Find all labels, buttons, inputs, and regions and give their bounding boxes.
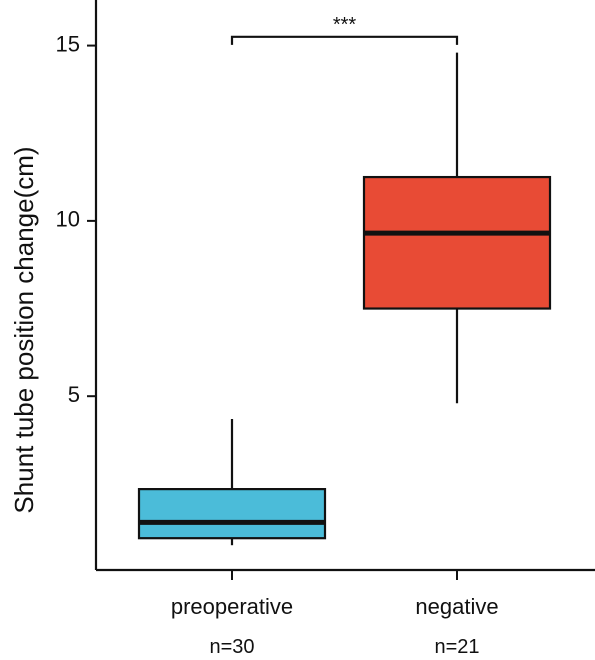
box-group — [137, 418, 327, 546]
y-tick-label: 10 — [56, 207, 80, 232]
axes: 5 10 15 preoperative n=30 negative n=21 — [56, 0, 595, 658]
chart-marks: *** — [137, 14, 552, 546]
significance-label: *** — [333, 14, 357, 36]
box-group — [362, 52, 552, 404]
sample-size-label: n=21 — [434, 636, 479, 658]
sample-size-label: n=30 — [209, 636, 254, 658]
significance-bracket — [230, 35, 459, 45]
box — [137, 488, 327, 540]
x-category-label: negative — [415, 594, 498, 619]
y-axis-label: Shunt tube position change(cm) — [9, 146, 39, 513]
y-tick-label: 15 — [56, 31, 80, 56]
x-category-label: preoperative — [171, 594, 293, 619]
box — [362, 175, 552, 310]
y-tick-label: 5 — [68, 382, 80, 407]
